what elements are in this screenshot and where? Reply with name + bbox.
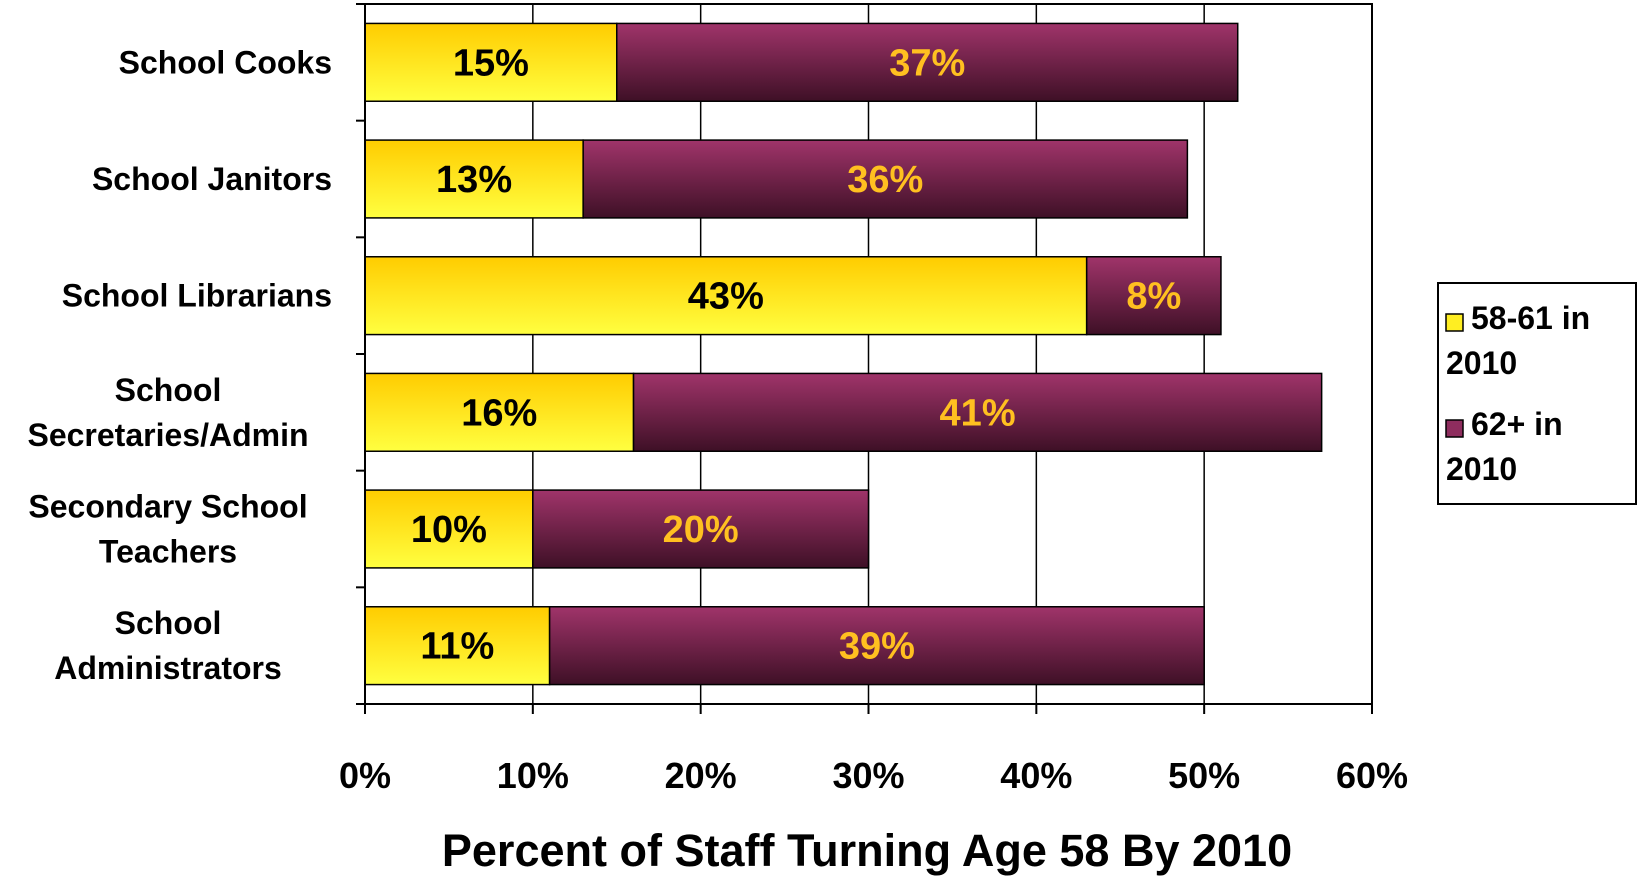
legend-box [1437, 282, 1637, 505]
x-tick-label-5: 50% [1168, 755, 1240, 796]
category-label-0-line-0: School Cooks [119, 44, 332, 80]
bar-s0-c2 [364, 256, 1088, 336]
category-label-0: School Cooks [119, 44, 332, 80]
bar-s0-c3 [364, 372, 635, 452]
data-label-s0-c3: 16% [461, 392, 537, 434]
bar-s0-c4 [364, 489, 534, 569]
category-label-2: School Librarians [62, 278, 332, 314]
x-tick-label-2: 20% [665, 755, 737, 796]
x-tick-labels: 0% 10% 20% 30% 40% 50% 60% [339, 755, 1408, 796]
data-label-s1-c5: 39% [839, 626, 915, 668]
bar-s1-c0 [616, 22, 1239, 102]
legend-swatch-0 [1445, 313, 1464, 332]
plot-frame [356, 3, 1373, 714]
legend-swatch-1 [1445, 419, 1464, 438]
legend-label-1: 62+ in 2010 [1446, 406, 1563, 487]
x-tick-label-0: 0% [339, 755, 391, 796]
data-label-s1-c2: 8% [1126, 276, 1181, 318]
bar-s1-c2 [1085, 256, 1222, 336]
data-label-s0-c0: 15% [453, 42, 529, 84]
data-label-s0-c4: 10% [411, 509, 487, 551]
category-label-3-line-1: Secretaries/Admin [27, 417, 308, 453]
category-label-3: School Secretaries/Admin [27, 372, 308, 453]
bars: 15% 37% 13% 36% 43% 8% 16% 41% 10% 20% 11% 39% [364, 22, 1323, 686]
legend-label-1-line-0: 62+ in [1471, 406, 1563, 442]
bar-s1-c4 [532, 489, 870, 569]
data-label-s1-c3: 41% [940, 392, 1016, 434]
bar-s0-c0 [364, 22, 618, 102]
category-label-5-line-1: Administrators [54, 650, 282, 686]
data-label-s1-c0: 37% [889, 42, 965, 84]
category-label-4-line-1: Teachers [99, 534, 237, 570]
x-tick-label-3: 30% [832, 755, 904, 796]
data-label-s1-c1: 36% [847, 159, 923, 201]
data-label-s0-c2: 43% [688, 276, 764, 318]
bar-s1-c3 [632, 372, 1323, 452]
gridlines [532, 4, 1205, 704]
legend-label-1-line-1: 2010 [1446, 451, 1517, 487]
category-label-1: School Janitors [92, 161, 332, 197]
category-labels: School Cooks School Janitors School Librar… [27, 44, 332, 686]
category-label-1-line-0: School Janitors [92, 161, 332, 197]
category-label-4: Secondary School Teachers [28, 489, 307, 570]
category-label-4-line-0: Secondary School [28, 489, 307, 525]
category-label-5: School Administrators [54, 605, 282, 686]
legend-label-0-line-1: 2010 [1446, 345, 1517, 381]
data-label-s0-c5: 11% [420, 626, 494, 668]
category-label-5-line-0: School [115, 605, 222, 641]
bar-s0-c1 [364, 139, 584, 219]
bar-s1-c5 [548, 606, 1205, 686]
legend-label-0-line-0: 58-61 in [1471, 300, 1590, 336]
legend-label-0: 58-61 in 2010 [1446, 300, 1590, 381]
legend: 58-61 in 2010 62+ in 2010 [1437, 282, 1637, 505]
bar-s1-c1 [582, 139, 1189, 219]
data-label-s1-c4: 20% [663, 509, 739, 551]
category-label-2-line-0: School Librarians [62, 278, 332, 314]
x-tick-label-6: 60% [1336, 755, 1408, 796]
category-label-3-line-0: School [115, 372, 222, 408]
bar-s0-c5 [364, 606, 551, 686]
x-axis-title: Percent of Staff Turning Age 58 By 2010 [442, 825, 1292, 876]
x-tick-label-4: 40% [1000, 755, 1072, 796]
x-tick-label-1: 10% [497, 755, 569, 796]
data-label-s0-c1: 13% [436, 159, 512, 201]
